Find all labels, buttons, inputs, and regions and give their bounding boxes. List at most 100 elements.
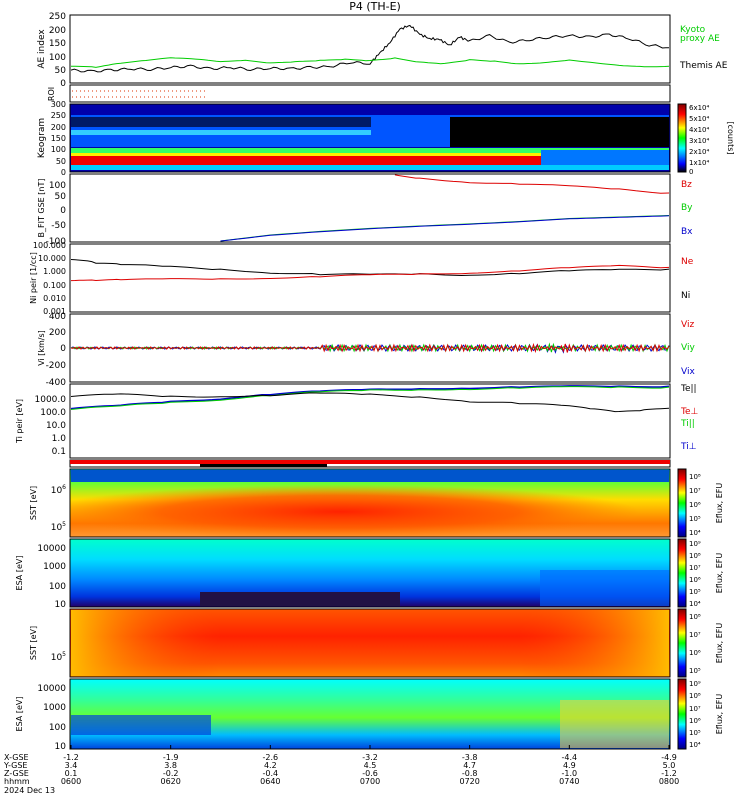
bfield-panel: B_FIT GSE [nT] 100 50 0 -50 -100 Bz By B… xyxy=(37,173,693,247)
footer-value-y: 4.5 xyxy=(364,761,377,770)
footer: X-GSE Y-GSE Z-GSE hhmm 2024 Dec 13 -1.23… xyxy=(3,745,679,795)
temperature-ytick: 100.0 xyxy=(40,408,66,418)
esa-ion-colorbar xyxy=(677,678,687,750)
bz-line xyxy=(394,174,670,194)
velocity-yticks: 400 200 0 -200 -400 xyxy=(46,312,67,388)
legend-proxy-ae: proxy AE xyxy=(680,34,720,44)
bx-line xyxy=(220,215,670,242)
ae-ytick: 150 xyxy=(49,39,66,49)
velocity-panel: Vi [km/s] 400 200 0 -200 -400 Viz Viy Vi… xyxy=(37,312,695,388)
footer-value-x: -4.4 xyxy=(562,753,578,762)
keogram-ytick: 300 xyxy=(51,100,66,109)
sst-omni-cbar-tick: 10⁵ xyxy=(689,515,701,523)
bfield-ytick: 0 xyxy=(60,206,66,216)
density-ytick: 0.010 xyxy=(43,294,66,303)
footer-value-z: -0.4 xyxy=(263,769,279,778)
esa-omni-colorbar xyxy=(677,538,687,608)
keogram-ytick: 50 xyxy=(56,157,66,166)
esa-ion-colorbar-ticks: 10⁹ 10⁸ 10⁷ 10⁶ 10⁵ 10⁴ xyxy=(689,680,701,749)
velocity-ytick: 400 xyxy=(49,312,66,322)
bfield-ytick: -100 xyxy=(46,237,67,247)
footer-value-x: -2.6 xyxy=(263,753,279,762)
density-ytick: 100.000 xyxy=(33,241,66,250)
bfield-ytick: 100 xyxy=(49,181,66,191)
legend-ti-perp: Ti⊥ xyxy=(680,442,697,452)
footer-value-t: 0740 xyxy=(559,777,579,786)
keogram-cyan-bottom xyxy=(71,165,669,170)
bfield-ytick: 50 xyxy=(55,192,67,202)
sst-ion-ytick-1e5: 105 xyxy=(51,651,66,663)
viz-line xyxy=(70,342,670,354)
footer-value-y: 4.7 xyxy=(463,761,476,770)
esa-omni-cbar-tick: 10⁵ xyxy=(689,588,701,596)
sst-omni-core xyxy=(71,482,669,536)
footer-value-t: 0600 xyxy=(61,777,81,786)
keogram-yticks: 300 250 200 150 100 50 0 xyxy=(51,100,66,177)
legend-viy: Viy xyxy=(681,343,695,353)
legend-bx: Bx xyxy=(681,227,693,237)
sst-ion-colorbar-ticks: 10⁸ 10⁷ 10⁶ 10⁵ xyxy=(689,613,701,675)
legend-viz: Viz xyxy=(681,320,694,330)
ae-ytick: 200 xyxy=(49,26,66,36)
density-ytick: 0.100 xyxy=(43,281,66,290)
keogram-colorbar-label: [counts] xyxy=(726,122,735,155)
keogram-dark-right xyxy=(450,117,669,147)
keogram-colorbar xyxy=(677,103,687,173)
footer-value-t: 0700 xyxy=(360,777,380,786)
esa-ion-right-yellow xyxy=(560,700,669,748)
ae-ylabel: AE index xyxy=(37,29,47,69)
footer-value-x: -1.9 xyxy=(163,753,179,762)
keogram-cyan-band xyxy=(71,130,371,135)
velocity-ylabel: Vi [km/s] xyxy=(37,330,46,366)
temperature-ytick: 1.0 xyxy=(52,434,67,444)
keogram-yellow-band xyxy=(71,153,541,156)
esa-ion-panel: ESA [eV] 10000 1000 100 10 10⁹ 10⁸ 10⁷ 1… xyxy=(15,678,724,752)
esa-ion-cbar-tick: 10⁵ xyxy=(689,729,701,737)
keogram-panel: Keogram 300 250 200 150 100 50 0 6x10⁴ 5… xyxy=(37,100,735,177)
legend-kyoto: Kyoto xyxy=(680,25,706,35)
legend-by: By xyxy=(681,203,693,213)
legend-ne: Ne xyxy=(681,257,694,267)
bfield-yticks: 100 50 0 -50 -100 xyxy=(46,181,67,247)
footer-date: 2024 Dec 13 xyxy=(4,786,55,795)
footer-value-y: 3.8 xyxy=(164,761,177,770)
ae-ytick: 50 xyxy=(55,66,67,76)
legend-themis-ae: Themis AE xyxy=(679,61,728,71)
legend-ni: Ni xyxy=(681,291,690,301)
sst-omni-ytick-1e5: 105 xyxy=(51,521,66,533)
density-ytick: 10.000 xyxy=(38,254,66,263)
keogram-cbar-tick: 6x10⁴ xyxy=(689,104,710,112)
temperature-panel: Ti peir [eV] 1000.0 100.0 10.0 1.0 0.1 T… xyxy=(15,383,699,459)
esa-ion-cbar-tick: 10⁷ xyxy=(689,705,701,713)
esa-ion-ylabel: ESA [eV] xyxy=(15,697,24,732)
footer-value-z: -0.2 xyxy=(163,769,179,778)
sst-omni-colorbar-ticks: 10⁸ 10⁷ 10⁶ 10⁵ 10⁴ xyxy=(689,473,701,537)
keogram-green-band xyxy=(71,148,669,153)
esa-ion-ytick: 10 xyxy=(55,742,67,752)
footer-value-y: 5.0 xyxy=(663,761,676,770)
esa-ion-ytick: 10000 xyxy=(37,684,66,694)
density-ylabel: Ni peir [1/cc] xyxy=(29,252,38,304)
legend-bz: Bz xyxy=(681,180,692,190)
sst-ion-ylabel: SST [eV] xyxy=(29,626,38,660)
velocity-ytick: 0 xyxy=(60,344,66,354)
footer-value-z: -0.8 xyxy=(462,769,478,778)
esa-omni-ytick: 10000 xyxy=(37,544,66,554)
ne-line xyxy=(70,264,670,282)
keogram-cbar-tick: 4x10⁴ xyxy=(689,126,710,134)
esa-omni-colorbar-label: Eflux, EFU xyxy=(715,553,724,594)
temperature-ytick: 1000.0 xyxy=(35,395,67,405)
esa-omni-panel: ESA [eV] 10000 1000 100 10 10⁹ 10⁸ 10⁷ 1… xyxy=(15,538,724,610)
sst-omni-cbar-tick: 10⁶ xyxy=(689,501,701,509)
temperature-ytick: 10.0 xyxy=(46,421,66,431)
roi-panel: ROI xyxy=(47,84,671,103)
sst-omni-ylabel: SST [eV] xyxy=(29,486,38,520)
esa-omni-ylabel: ESA [eV] xyxy=(15,556,24,591)
roi-frame xyxy=(69,84,671,103)
esa-omni-cbar-tick: 10⁶ xyxy=(689,576,701,584)
esa-ion-colorbar-label: Eflux, EFU xyxy=(715,694,724,735)
temperature-ylabel: Ti peir [eV] xyxy=(15,399,24,444)
keogram-cbar-tick: 5x10⁴ xyxy=(689,115,710,123)
footer-value-x: -3.2 xyxy=(362,753,378,762)
esa-ion-cbar-tick: 10⁸ xyxy=(689,692,701,700)
